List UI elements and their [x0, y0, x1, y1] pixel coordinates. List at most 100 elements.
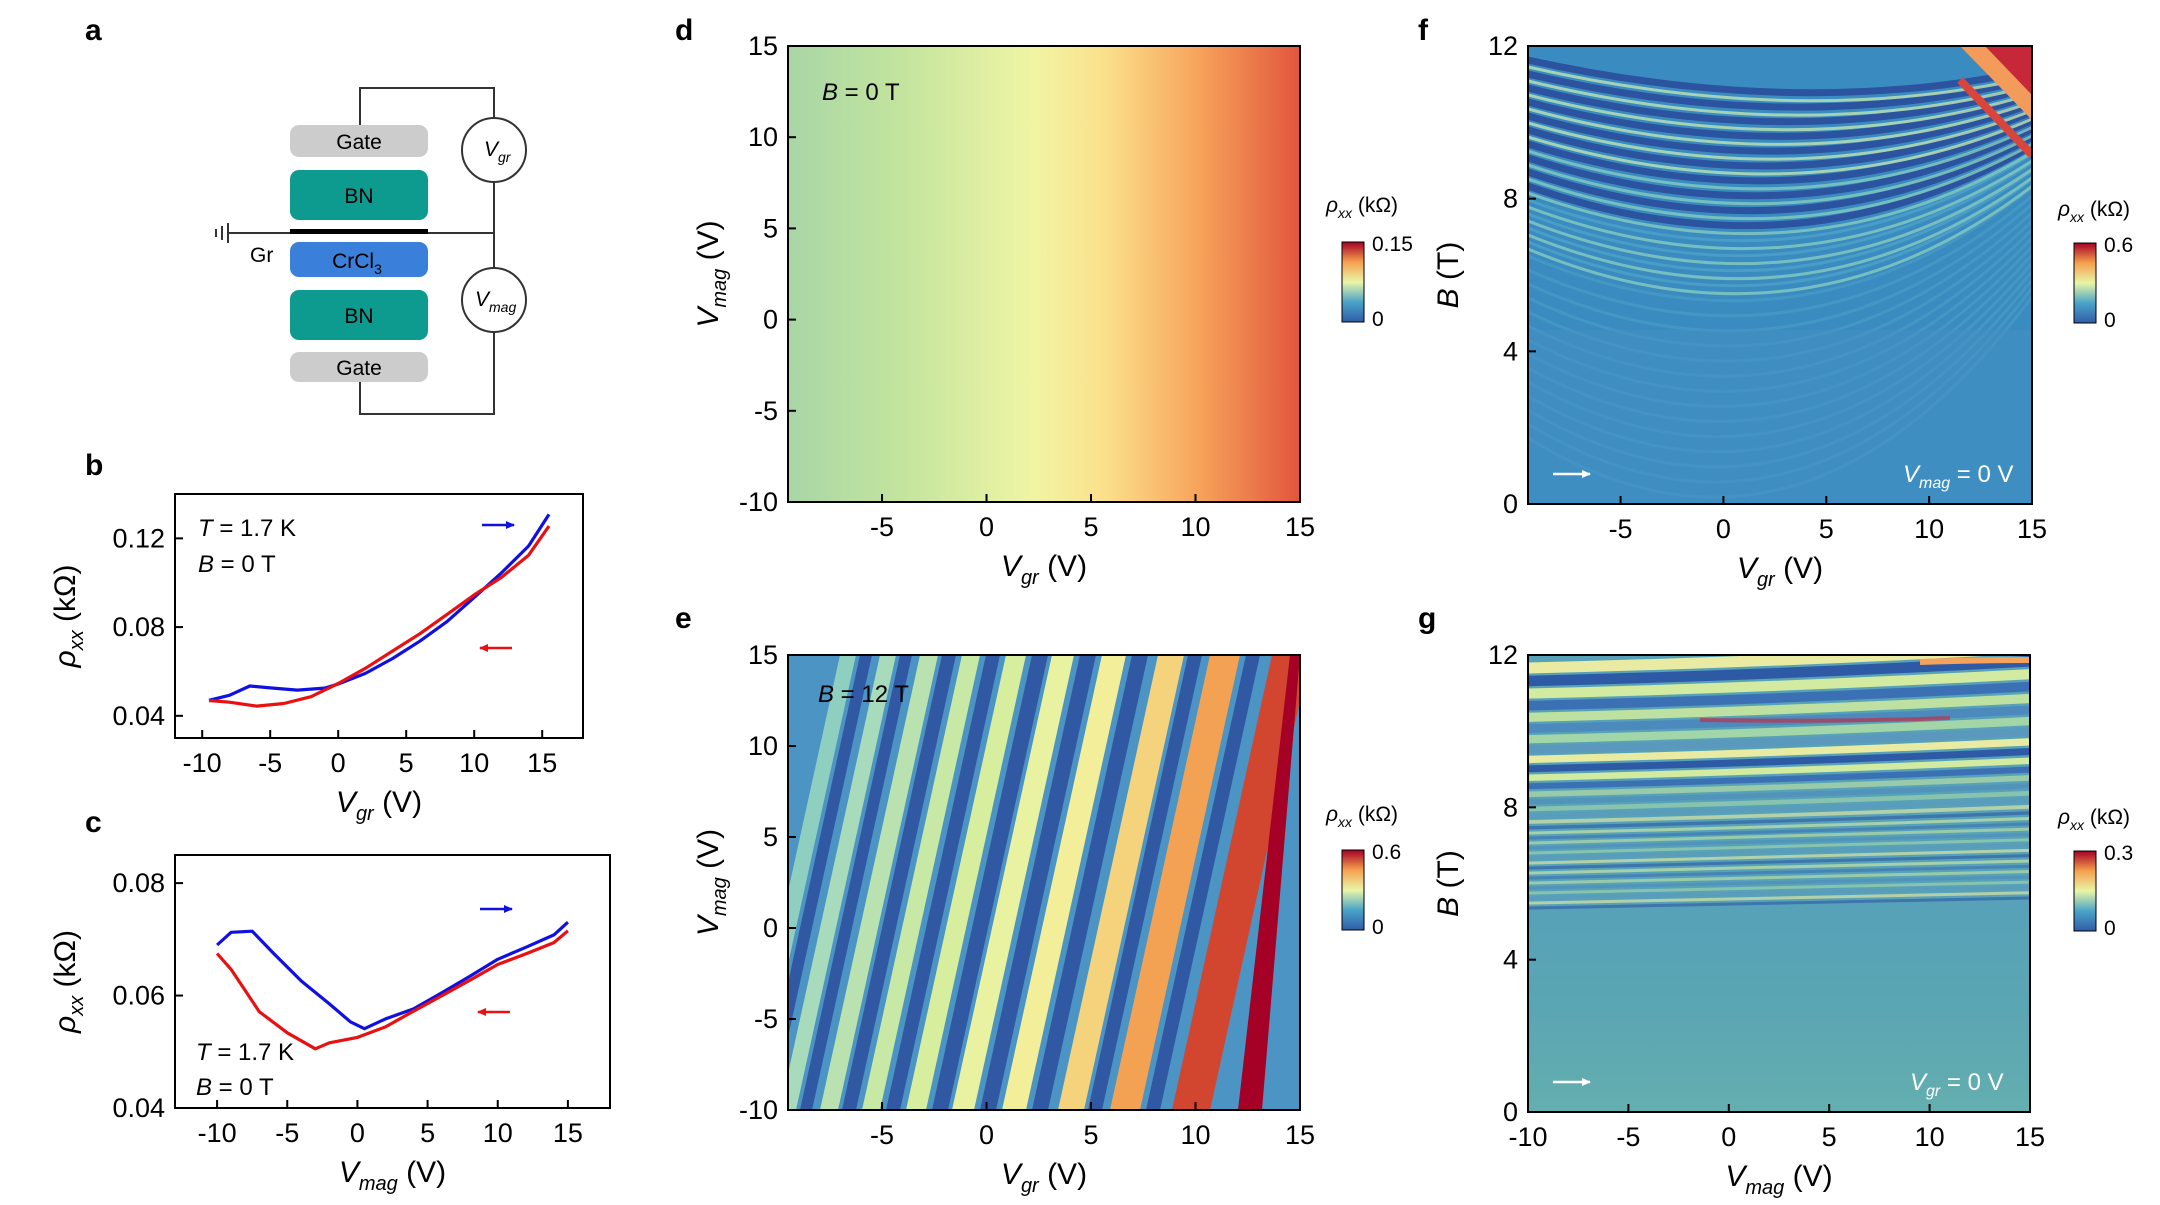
ytick-label-e-5: 15 — [748, 640, 778, 670]
fringe-light-f-2 — [1528, 92, 2032, 132]
xtick-label-b-1: -5 — [258, 748, 282, 778]
fringe-g-31 — [1528, 885, 2030, 900]
fringe-peak-e — [1238, 655, 1300, 1110]
panel-label-f: f — [1418, 14, 1429, 47]
xtick-label-e-3: 10 — [1180, 1120, 1210, 1150]
fringe-light-e-9 — [1172, 655, 1300, 1110]
fringe-g-18 — [1528, 817, 2030, 835]
panel-g: -10 -5 0 5 10 15 0 4 8 12 Vmag (V) B (T) Vgr = 0 V — [1432, 640, 2045, 1199]
fringe-light-e-6 — [1002, 655, 1126, 1110]
colorbar-min-g: 0 — [2104, 917, 2116, 940]
ytick-label-g-0: 0 — [1503, 1097, 1518, 1127]
xtick-label-c-0: -10 — [198, 1118, 237, 1148]
xtick-label-b-2: 0 — [331, 748, 346, 778]
bottom-gate-label: Gate — [336, 357, 382, 380]
colorbar-max-e: 0.6 — [1372, 841, 1401, 864]
top-bn-label: BN — [344, 185, 373, 208]
fringe-light-f-1 — [1528, 79, 2032, 117]
gate-annotation-g: Vgr = 0 V — [1910, 1069, 2004, 1100]
heatmap-f-fringes — [1528, 46, 2032, 504]
fringe-g-32 — [1528, 891, 2030, 905]
fringe-dark-f-14 — [1528, 186, 2032, 303]
xtick-label-f-3: 10 — [1914, 514, 1944, 544]
axes-frame-f — [1527, 45, 2033, 505]
fringe-g-13 — [1528, 783, 2030, 805]
xtick-label-c-1: -5 — [275, 1118, 299, 1148]
fringe-light-e-8 — [1110, 655, 1240, 1110]
ytick-label-d-1: -5 — [754, 396, 778, 426]
crcl3-label: CrCl3 — [332, 250, 382, 277]
colorbar-min-f: 0 — [2104, 309, 2116, 332]
field-annotation-c: B = 0 T — [196, 1074, 274, 1101]
ytick-label-f-0: 0 — [1503, 489, 1518, 519]
ytick-label-g-1: 4 — [1503, 945, 1518, 975]
fringe-dark-f-16 — [1528, 203, 2032, 333]
fringe-g-28 — [1528, 870, 2030, 885]
fringe-light-e-0 — [788, 655, 856, 965]
fringe-g-19 — [1528, 822, 2030, 840]
fringe-g-3 — [1528, 681, 2030, 711]
xtick-label-g-3: 5 — [1822, 1122, 1837, 1152]
plot-b-data: -10 -5 0 5 10 15 0.04 0.08 0.12 Vgr (V) ρxx (kΩ) — [49, 513, 557, 825]
panel-f: -5 0 5 10 15 0 4 8 12 Vgr (V) B (T) Vmag = 0 V — [1432, 31, 2047, 591]
fringe-g-17 — [1528, 811, 2030, 830]
plot-c-data: -10 -5 0 5 10 15 0.04 0.06 0.08 Vmag (V) ρxx (kΩ) — [49, 868, 583, 1195]
bottom-bn-label: BN — [344, 305, 373, 328]
ytick-label-e-2: 0 — [763, 913, 778, 943]
fringe-dark-e-2 — [842, 655, 956, 1110]
fringe-light-e-7 — [1058, 655, 1184, 1110]
xtick-label-g-1: -5 — [1616, 1122, 1640, 1152]
fringe-g-29 — [1528, 875, 2030, 890]
xtick-label-f-4: 15 — [2017, 514, 2047, 544]
series-line-c-1 — [215, 929, 569, 1051]
ytick-label-c-1: 0.06 — [112, 981, 165, 1011]
ytick-label-c-0: 0.04 — [112, 1093, 165, 1123]
fringe-light-e-3 — [862, 655, 980, 1110]
xtick-label-b-5: 15 — [527, 748, 557, 778]
xtick-label-c-2: 0 — [350, 1118, 365, 1148]
temperature-annotation-b: T = 1.7 K — [198, 515, 296, 542]
ytick-label-d-5: 15 — [748, 31, 778, 61]
ylabel-e: Vmag (V) — [692, 829, 731, 936]
xtick-label-c-4: 10 — [483, 1118, 513, 1148]
fringe-light-e-4 — [906, 655, 1026, 1110]
xtick-label-e-2: 5 — [1084, 1120, 1099, 1150]
ytick-label-d-3: 5 — [763, 213, 778, 243]
fringe-dark-f-2 — [1528, 83, 2032, 126]
xtick-label-b-4: 10 — [459, 748, 489, 778]
fringe-light-e-5 — [952, 655, 1074, 1110]
axes-frame-b — [174, 493, 584, 739]
xtick-label-g-2: 0 — [1721, 1122, 1736, 1152]
colorbar-min-e: 0 — [1372, 916, 1384, 939]
fringe-g-10 — [1528, 757, 2030, 781]
fringe-dark-e-3 — [886, 655, 1000, 1110]
ytick-label-d-4: 10 — [748, 122, 778, 152]
fringe-red-f — [1957, 77, 2032, 158]
fringe-g-15 — [1528, 798, 2030, 818]
ytick-label-e-0: -10 — [739, 1095, 778, 1125]
voltmeter-vmag-label: Vmag — [475, 288, 516, 315]
xlabel-d: Vgr (V) — [1001, 550, 1087, 589]
heatmap-g-fringes — [1528, 655, 2030, 910]
fringe-g-2 — [1528, 669, 2030, 699]
graphene-label: Gr — [250, 244, 273, 267]
fringe-dark-f-11 — [1528, 161, 2032, 258]
panel-label-b: b — [85, 449, 103, 482]
ytick-label-d-2: 0 — [763, 305, 778, 335]
panel-label-e: e — [675, 602, 692, 635]
heatmap-d — [788, 46, 1300, 502]
panel-label-g: g — [1418, 602, 1436, 635]
fringe-dark-f-0 — [1528, 56, 2032, 97]
fringe-g-1 — [1528, 656, 2030, 687]
graphene-layer — [290, 229, 428, 234]
top-gate-layer — [290, 125, 428, 157]
fringe-g-9 — [1528, 748, 2030, 773]
fringe-g-27 — [1528, 864, 2030, 880]
ytick-label-e-1: -5 — [754, 1004, 778, 1034]
fringe-dark-f-3 — [1528, 91, 2032, 140]
top-bn-layer — [290, 170, 428, 220]
ytick-label-e-3: 5 — [763, 822, 778, 852]
fringe-dark-f-4 — [1528, 100, 2032, 155]
xtick-label-d-4: 15 — [1285, 512, 1315, 542]
ylabel-g: B (T) — [1432, 850, 1465, 917]
